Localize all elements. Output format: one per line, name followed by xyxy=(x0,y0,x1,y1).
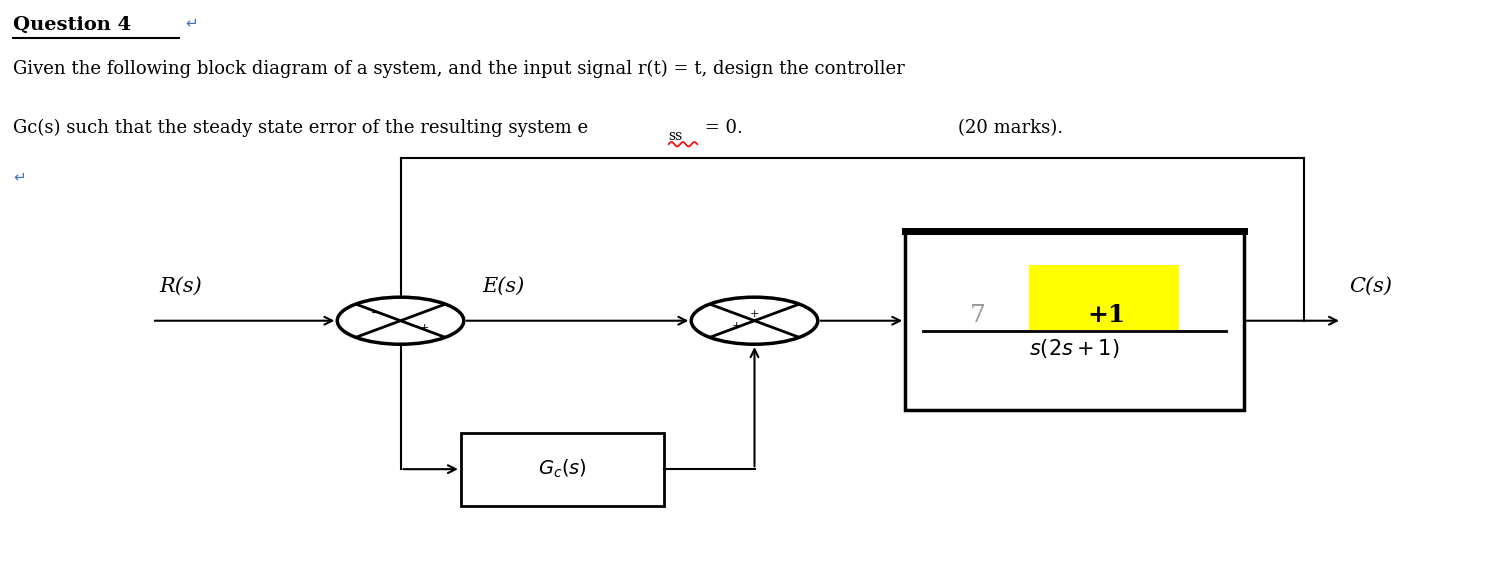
Bar xyxy=(460,433,664,506)
Text: +: + xyxy=(732,321,741,331)
Text: ↵: ↵ xyxy=(186,15,198,30)
Text: +1: +1 xyxy=(1088,303,1126,327)
Circle shape xyxy=(338,297,463,344)
Text: Given the following block diagram of a system, and the input signal r(t) = t, de: Given the following block diagram of a s… xyxy=(14,60,905,78)
Text: (20 marks).: (20 marks). xyxy=(958,119,1062,137)
Text: R(s): R(s) xyxy=(160,276,202,296)
Text: C(s): C(s) xyxy=(1349,276,1393,296)
Text: +: + xyxy=(750,309,759,319)
Text: −: − xyxy=(371,307,382,320)
Text: $s(2s+1)$: $s(2s+1)$ xyxy=(1029,337,1120,360)
Text: Question 4: Question 4 xyxy=(14,15,131,33)
Circle shape xyxy=(691,297,818,344)
Bar xyxy=(905,231,1243,410)
Text: $G_c(s)$: $G_c(s)$ xyxy=(539,458,587,480)
Bar xyxy=(1029,265,1179,330)
Text: E(s): E(s) xyxy=(481,276,524,296)
Text: +: + xyxy=(420,323,430,333)
Text: 7: 7 xyxy=(969,304,985,327)
Text: ss: ss xyxy=(668,128,684,142)
Text: = 0.: = 0. xyxy=(699,119,742,137)
Text: ↵: ↵ xyxy=(14,169,26,185)
Text: Gc(s) such that the steady state error of the resulting system e: Gc(s) such that the steady state error o… xyxy=(14,119,589,137)
